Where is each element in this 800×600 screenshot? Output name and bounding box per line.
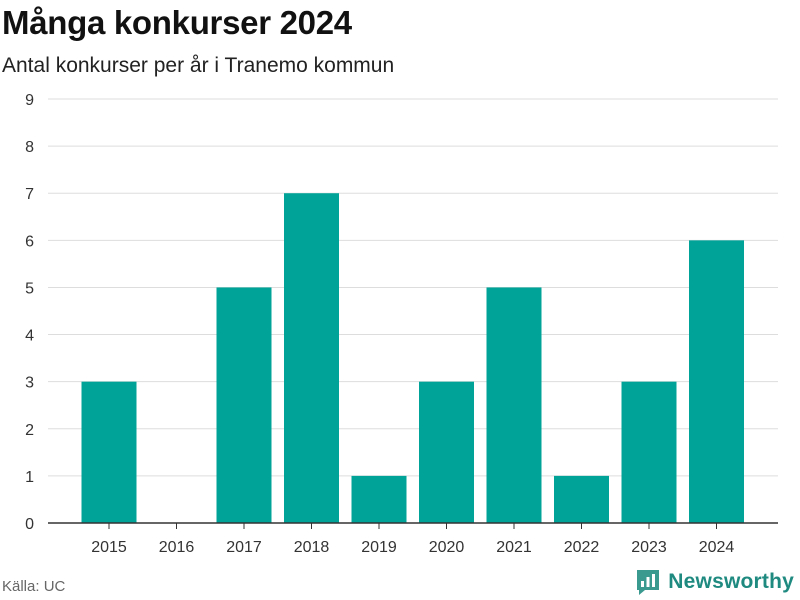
bar-2018[interactable] — [284, 193, 339, 523]
y-tick-label: 1 — [25, 469, 34, 486]
source-note: Källa: UC — [2, 578, 66, 595]
bar-2020[interactable] — [419, 381, 474, 523]
x-tick-label: 2021 — [496, 539, 532, 556]
x-tick-label: 2023 — [631, 539, 667, 556]
bar-2019[interactable] — [351, 475, 407, 523]
x-tick-label: 2017 — [226, 539, 262, 556]
y-tick-label: 8 — [25, 139, 34, 156]
bars — [81, 193, 744, 524]
x-tick-label: 2020 — [429, 539, 465, 556]
y-tick-label: 3 — [25, 375, 34, 392]
chart-title: Många konkurser 2024 — [2, 4, 352, 41]
y-tick-label: 5 — [25, 280, 34, 297]
y-tick-label: 2 — [25, 422, 34, 439]
x-tick-label: 2022 — [564, 539, 600, 556]
brand-name: Newsworthy — [668, 570, 794, 593]
bar-2022[interactable] — [554, 475, 609, 523]
bar-chart: 0 1 2 3 4 5 6 7 8 9 2015 2016 2017 2018 2019 2020 2021 20… — [25, 92, 778, 556]
chart-subtitle: Antal konkurser per år i Tranemo kommun — [2, 54, 395, 77]
bar-2021[interactable] — [486, 287, 542, 523]
y-tick-label: 0 — [25, 516, 34, 533]
x-tick-label: 2018 — [294, 539, 330, 556]
bar-2023[interactable] — [621, 381, 677, 523]
newsworthy-logo-icon — [637, 570, 660, 595]
y-tick-label: 4 — [25, 328, 34, 345]
y-tick-label: 9 — [25, 92, 34, 109]
y-tick-label: 6 — [25, 233, 34, 250]
bar-2017[interactable] — [216, 287, 272, 523]
bar-2015[interactable] — [81, 381, 137, 523]
x-tick-label: 2015 — [91, 539, 127, 556]
bar-2024[interactable] — [689, 240, 744, 524]
y-tick-label: 7 — [25, 186, 34, 203]
x-tick-label: 2019 — [361, 539, 397, 556]
axes: 0 1 2 3 4 5 6 7 8 9 2015 2016 2017 2018 2019 2020 2021 20… — [25, 92, 778, 556]
brand-logo[interactable]: Newsworthy — [635, 568, 794, 596]
x-tick-label: 2016 — [159, 539, 195, 556]
x-tick-label: 2024 — [699, 539, 735, 556]
